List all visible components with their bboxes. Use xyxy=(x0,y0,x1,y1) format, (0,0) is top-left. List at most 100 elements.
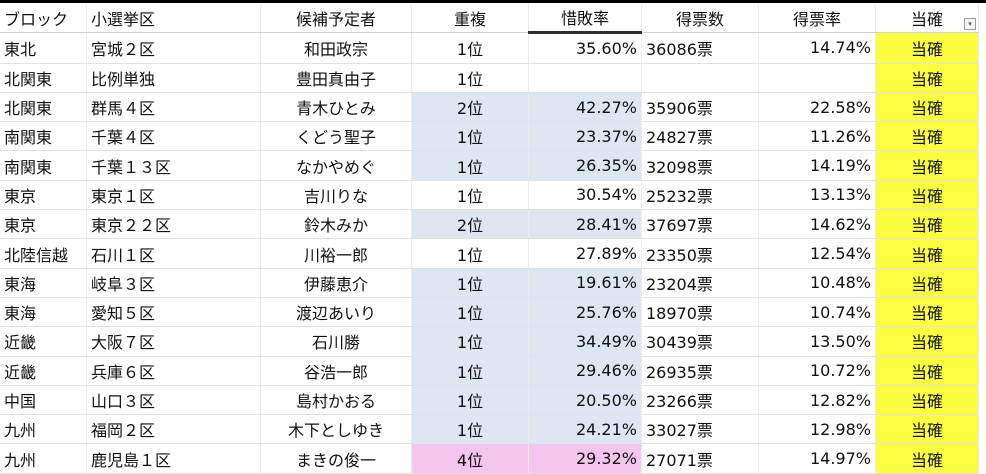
cell-duplicate[interactable]: 1位 xyxy=(411,121,529,152)
cell-vote-rate[interactable]: 14.19% xyxy=(758,150,876,181)
cell-loss-ratio[interactable]: 28.41% xyxy=(528,209,642,240)
cell-vote-rate[interactable]: 13.13% xyxy=(758,180,876,211)
cell-block[interactable]: 東京 xyxy=(0,180,87,211)
cell-loss-ratio[interactable]: 26.35% xyxy=(528,150,642,181)
cell-win[interactable]: 当確 xyxy=(875,414,979,445)
cell-district[interactable]: 山口３区 xyxy=(86,385,261,416)
cell-candidate[interactable]: 島村かおる xyxy=(260,385,412,416)
cell-win[interactable]: 当確 xyxy=(875,238,979,269)
cell-loss-ratio[interactable]: 42.27% xyxy=(528,92,642,123)
cell-votes[interactable]: 23204票 xyxy=(641,268,759,298)
cell-duplicate[interactable]: 1位 xyxy=(411,268,529,298)
cell-votes[interactable] xyxy=(641,63,759,93)
cell-candidate[interactable]: 鈴木みか xyxy=(260,209,412,240)
cell-vote-rate[interactable]: 14.74% xyxy=(758,32,876,64)
cell-vote-rate[interactable]: 10.72% xyxy=(758,356,876,386)
cell-district[interactable]: 東京２２区 xyxy=(86,209,261,240)
cell-district[interactable]: 千葉４区 xyxy=(86,121,261,152)
cell-block[interactable]: 近畿 xyxy=(0,356,87,386)
cell-duplicate[interactable]: 1位 xyxy=(411,150,529,181)
cell-block[interactable]: 東海 xyxy=(0,297,87,328)
cell-candidate[interactable]: 吉川りな xyxy=(260,180,412,211)
cell-win[interactable]: 当確 xyxy=(875,121,979,152)
cell-win[interactable]: 当確 xyxy=(875,268,979,298)
cell-duplicate[interactable]: 2位 xyxy=(411,92,529,123)
cell-block[interactable]: 北関東 xyxy=(0,92,87,123)
cell-loss-ratio[interactable]: 19.61% xyxy=(528,268,642,298)
cell-vote-rate[interactable]: 12.82% xyxy=(758,385,876,416)
cell-loss-ratio[interactable]: 25.76% xyxy=(528,297,642,328)
cell-candidate[interactable]: 石川勝 xyxy=(260,326,412,357)
cell-loss-ratio[interactable]: 23.37% xyxy=(528,121,642,152)
cell-duplicate[interactable]: 1位 xyxy=(411,238,529,269)
cell-win[interactable]: 当確 xyxy=(875,385,979,416)
header-win[interactable]: 当確 ▾ xyxy=(875,3,979,34)
cell-vote-rate[interactable]: 13.50% xyxy=(758,326,876,357)
header-block[interactable]: ブロック xyxy=(0,3,87,34)
cell-candidate[interactable]: なかやめぐ xyxy=(260,150,412,181)
cell-district[interactable]: 愛知５区 xyxy=(86,297,261,328)
header-duplicate[interactable]: 重複 xyxy=(411,3,529,34)
cell-loss-ratio[interactable]: 27.89% xyxy=(528,238,642,269)
cell-candidate[interactable]: 渡辺あいり xyxy=(260,297,412,328)
cell-vote-rate[interactable]: 14.97% xyxy=(758,443,876,474)
cell-loss-ratio[interactable] xyxy=(528,63,642,93)
cell-vote-rate[interactable]: 22.58% xyxy=(758,92,876,123)
cell-duplicate[interactable]: 1位 xyxy=(411,180,529,211)
cell-loss-ratio[interactable]: 29.32% xyxy=(528,443,642,474)
cell-duplicate[interactable]: 1位 xyxy=(411,326,529,357)
cell-block[interactable]: 東京 xyxy=(0,209,87,240)
cell-candidate[interactable]: 谷浩一郎 xyxy=(260,356,412,386)
filter-dropdown-icon[interactable]: ▾ xyxy=(964,18,976,31)
cell-win[interactable]: 当確 xyxy=(875,326,979,357)
header-district[interactable]: 小選挙区 xyxy=(86,3,261,34)
cell-duplicate[interactable]: 1位 xyxy=(411,414,529,445)
cell-block[interactable]: 近畿 xyxy=(0,326,87,357)
cell-votes[interactable]: 23266票 xyxy=(641,385,759,416)
cell-duplicate[interactable]: 1位 xyxy=(411,63,529,93)
cell-votes[interactable]: 37697票 xyxy=(641,209,759,240)
cell-district[interactable]: 石川１区 xyxy=(86,238,261,269)
header-loss-ratio[interactable]: 惜敗率 xyxy=(528,3,642,35)
cell-vote-rate[interactable]: 10.74% xyxy=(758,297,876,328)
cell-vote-rate[interactable]: 12.54% xyxy=(758,238,876,269)
cell-duplicate[interactable]: 1位 xyxy=(411,356,529,386)
cell-vote-rate[interactable] xyxy=(758,63,876,93)
cell-candidate[interactable]: 和田政宗 xyxy=(260,32,412,64)
cell-block[interactable]: 北陸信越 xyxy=(0,238,87,269)
cell-win[interactable]: 当確 xyxy=(875,92,979,123)
cell-district[interactable]: 宮城２区 xyxy=(86,32,261,64)
cell-candidate[interactable]: 青木ひとみ xyxy=(260,92,412,123)
cell-win[interactable]: 当確 xyxy=(875,297,979,328)
cell-district[interactable]: 兵庫６区 xyxy=(86,356,261,386)
header-candidate[interactable]: 候補予定者 xyxy=(260,3,412,34)
cell-votes[interactable]: 33027票 xyxy=(641,414,759,445)
cell-district[interactable]: 大阪７区 xyxy=(86,326,261,357)
cell-votes[interactable]: 18970票 xyxy=(641,297,759,328)
cell-votes[interactable]: 35906票 xyxy=(641,92,759,123)
cell-block[interactable]: 九州 xyxy=(0,443,87,474)
cell-block[interactable]: 九州 xyxy=(0,414,87,445)
cell-win[interactable]: 当確 xyxy=(875,63,979,93)
cell-candidate[interactable]: 木下としゆき xyxy=(260,414,412,445)
cell-vote-rate[interactable]: 12.98% xyxy=(758,414,876,445)
cell-votes[interactable]: 23350票 xyxy=(641,238,759,269)
header-votes[interactable]: 得票数 xyxy=(641,3,759,34)
cell-candidate[interactable]: 伊藤恵介 xyxy=(260,268,412,298)
cell-win[interactable]: 当確 xyxy=(875,180,979,211)
cell-district[interactable]: 鹿児島１区 xyxy=(86,443,261,474)
cell-vote-rate[interactable]: 14.62% xyxy=(758,209,876,240)
cell-duplicate[interactable]: 4位 xyxy=(411,443,529,474)
cell-block[interactable]: 中国 xyxy=(0,385,87,416)
cell-block[interactable]: 南関東 xyxy=(0,121,87,152)
cell-loss-ratio[interactable]: 30.54% xyxy=(528,180,642,211)
cell-block[interactable]: 南関東 xyxy=(0,150,87,181)
cell-candidate[interactable]: 川裕一郎 xyxy=(260,238,412,269)
cell-vote-rate[interactable]: 11.26% xyxy=(758,121,876,152)
cell-district[interactable]: 福岡２区 xyxy=(86,414,261,445)
cell-loss-ratio[interactable]: 34.49% xyxy=(528,326,642,357)
cell-duplicate[interactable]: 2位 xyxy=(411,209,529,240)
cell-win[interactable]: 当確 xyxy=(875,209,979,240)
cell-votes[interactable]: 25232票 xyxy=(641,180,759,211)
cell-district[interactable]: 千葉１３区 xyxy=(86,150,261,181)
